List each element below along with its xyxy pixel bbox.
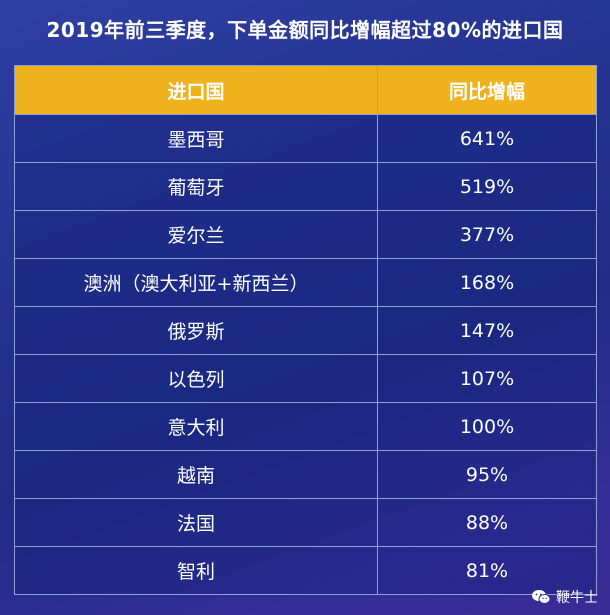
table-row: 澳洲（澳大利亚+新西兰） 168%: [14, 258, 597, 307]
cell-growth: 641%: [377, 114, 597, 163]
column-header-growth: 同比增幅: [377, 65, 597, 115]
cell-growth: 81%: [377, 546, 597, 595]
watermark-text: 鞭牛士: [556, 590, 598, 606]
table-header-row: 进口国 同比增幅: [14, 65, 597, 115]
wechat-icon: [532, 590, 551, 604]
table-row: 意大利 100%: [14, 402, 597, 451]
table-row: 智利 81%: [14, 546, 597, 595]
table-row: 葡萄牙 519%: [14, 162, 597, 211]
table-row: 越南 95%: [14, 450, 597, 499]
cell-growth: 377%: [377, 210, 597, 259]
cell-country: 澳洲（澳大利亚+新西兰）: [14, 258, 378, 307]
column-header-country: 进口国: [14, 65, 378, 115]
table-row: 以色列 107%: [14, 354, 597, 403]
cell-growth: 168%: [377, 258, 597, 307]
table-row: 俄罗斯 147%: [14, 306, 597, 355]
cell-growth: 147%: [377, 306, 597, 355]
table-row: 墨西哥 641%: [14, 114, 597, 163]
chart-title: 2019年前三季度，下单金额同比增幅超过80%的进口国: [46, 18, 564, 42]
table-row: 法国 88%: [14, 498, 597, 547]
cell-growth: 519%: [377, 162, 597, 211]
cell-growth: 100%: [377, 402, 597, 451]
cell-country: 以色列: [14, 354, 378, 403]
cell-country: 爱尔兰: [14, 210, 378, 259]
cell-growth: 95%: [377, 450, 597, 499]
data-table: 进口国 同比增幅 墨西哥 641% 葡萄牙 519% 爱尔兰 377% 澳洲（澳…: [14, 65, 597, 595]
cell-country: 俄罗斯: [14, 306, 378, 355]
cell-country: 葡萄牙: [14, 162, 378, 211]
cell-country: 智利: [14, 546, 378, 595]
cell-country: 法国: [14, 498, 378, 547]
cell-growth: 107%: [377, 354, 597, 403]
cell-country: 意大利: [14, 402, 378, 451]
cell-country: 墨西哥: [14, 114, 378, 163]
cell-growth: 88%: [377, 498, 597, 547]
table-row: 爱尔兰 377%: [14, 210, 597, 259]
watermark: 鞭牛士: [531, 587, 598, 607]
cell-country: 越南: [14, 450, 378, 499]
